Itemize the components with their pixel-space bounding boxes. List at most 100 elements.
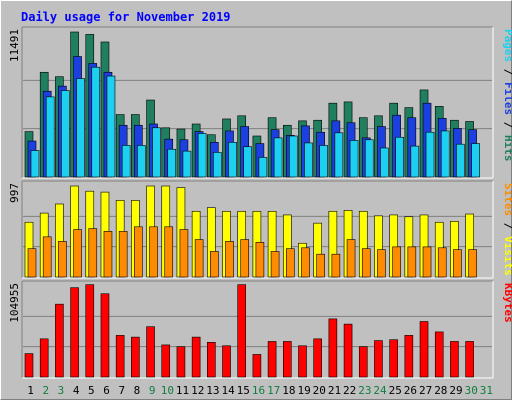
bar-sites-day-7 — [118, 231, 128, 278]
bar-kbytes-day-22 — [343, 323, 353, 378]
day-label-20: 20 — [313, 384, 326, 397]
bar-pages-day-23 — [364, 139, 374, 178]
bar-pages-day-14 — [228, 141, 237, 178]
day-label-17: 17 — [267, 384, 280, 397]
bar-kbytes-day-18 — [282, 341, 292, 378]
side-legend-part: Pages — [502, 29, 512, 62]
bar-sites-day-2 — [42, 236, 52, 278]
bar-sites-day-26 — [407, 246, 417, 278]
day-label-28: 28 — [434, 384, 447, 397]
bar-sites-day-3 — [58, 241, 67, 278]
bar-kbytes-day-10 — [161, 344, 171, 378]
day-label-14: 14 — [221, 384, 235, 397]
day-label-8: 8 — [134, 384, 141, 397]
bar-pages-day-1 — [30, 150, 40, 178]
bar-sites-day-11 — [179, 229, 189, 278]
bar-kbytes-day-24 — [374, 340, 383, 378]
bar-sites-day-6 — [103, 231, 113, 278]
bar-pages-day-28 — [440, 130, 450, 178]
bar-kbytes-day-6 — [100, 293, 110, 378]
y-max-label: 11491 — [8, 29, 21, 62]
bar-pages-day-8 — [137, 145, 146, 178]
bar-pages-day-26 — [410, 145, 420, 178]
day-label-10: 10 — [161, 384, 174, 397]
bar-kbytes-day-27 — [419, 321, 429, 378]
bar-kbytes-day-25 — [389, 339, 398, 378]
side-legend-part: Hits — [502, 135, 512, 162]
day-label-15: 15 — [237, 384, 250, 397]
side-legend: KBytes — [502, 283, 512, 323]
bar-sites-day-29 — [453, 249, 462, 278]
bar-kbytes-day-9 — [146, 326, 155, 378]
bar-sites-day-5 — [88, 228, 98, 278]
day-label-18: 18 — [282, 384, 295, 397]
day-label-22: 22 — [343, 384, 356, 397]
bar-kbytes-day-8 — [131, 336, 140, 378]
bar-pages-day-15 — [243, 146, 253, 178]
side-legend-part: / — [502, 216, 512, 236]
side-legend-part: Visits — [502, 236, 512, 276]
bar-sites-day-20 — [316, 253, 325, 278]
bar-pages-day-10 — [167, 148, 177, 178]
bar-pages-day-20 — [319, 145, 328, 178]
y-max-label: 997 — [8, 183, 21, 203]
bar-pages-day-7 — [121, 145, 131, 178]
bar-sites-day-27 — [422, 246, 432, 278]
day-label-29: 29 — [449, 384, 462, 397]
bar-kbytes-day-29 — [450, 341, 459, 378]
bar-pages-day-21 — [334, 132, 344, 178]
day-label-4: 4 — [73, 384, 80, 397]
day-label-7: 7 — [118, 384, 125, 397]
bar-pages-day-17 — [273, 137, 283, 178]
side-legend-part: / — [502, 62, 512, 82]
day-label-21: 21 — [328, 384, 341, 397]
bar-pages-day-22 — [349, 140, 359, 178]
bar-kbytes-day-14 — [222, 345, 231, 378]
day-label-23: 23 — [358, 384, 371, 397]
day-label-2: 2 — [42, 384, 49, 397]
bar-pages-day-25 — [395, 136, 404, 178]
day-label-13: 13 — [206, 384, 219, 397]
bar-sites-day-1 — [27, 248, 37, 278]
day-label-30: 30 — [465, 384, 478, 397]
bar-sites-day-21 — [331, 253, 341, 278]
bar-sites-day-8 — [134, 226, 143, 278]
bar-kbytes-day-16 — [252, 354, 262, 378]
bar-pages-day-9 — [152, 127, 161, 178]
bar-kbytes-day-5 — [85, 284, 95, 378]
y-max-label: 104955 — [8, 283, 21, 323]
bar-kbytes-day-17 — [267, 341, 277, 378]
bar-kbytes-day-12 — [191, 336, 201, 378]
bar-sites-day-19 — [301, 247, 310, 278]
bar-pages-day-5 — [91, 66, 101, 178]
day-label-31: 31 — [480, 384, 493, 397]
bar-kbytes-day-1 — [24, 353, 34, 378]
bar-sites-day-10 — [164, 226, 174, 278]
bar-pages-day-6 — [106, 75, 116, 178]
bar-kbytes-day-19 — [298, 345, 307, 378]
bar-kbytes-day-13 — [207, 342, 216, 378]
bar-sites-day-18 — [285, 248, 295, 278]
bar-kbytes-day-21 — [328, 318, 338, 378]
bar-pages-day-16 — [258, 157, 268, 178]
bar-sites-day-14 — [225, 241, 234, 278]
bar-kbytes-day-4 — [70, 287, 79, 378]
day-label-5: 5 — [88, 384, 95, 397]
side-legend-part: KBytes — [502, 283, 512, 323]
day-label-1: 1 — [27, 384, 34, 397]
side-legend-part: Sites — [502, 183, 512, 216]
day-label-12: 12 — [191, 384, 204, 397]
day-label-6: 6 — [103, 384, 110, 397]
bar-sites-day-4 — [73, 229, 82, 278]
bar-pages-day-4 — [76, 78, 85, 178]
day-label-19: 19 — [297, 384, 310, 397]
day-label-25: 25 — [389, 384, 402, 397]
bar-kbytes-day-11 — [176, 346, 186, 378]
day-label-26: 26 — [404, 384, 417, 397]
panel-3: 104955 KBytes — [8, 280, 512, 379]
day-label-3: 3 — [58, 384, 65, 397]
day-label-11: 11 — [176, 384, 189, 397]
bar-pages-day-24 — [380, 147, 389, 178]
day-label-27: 27 — [419, 384, 432, 397]
